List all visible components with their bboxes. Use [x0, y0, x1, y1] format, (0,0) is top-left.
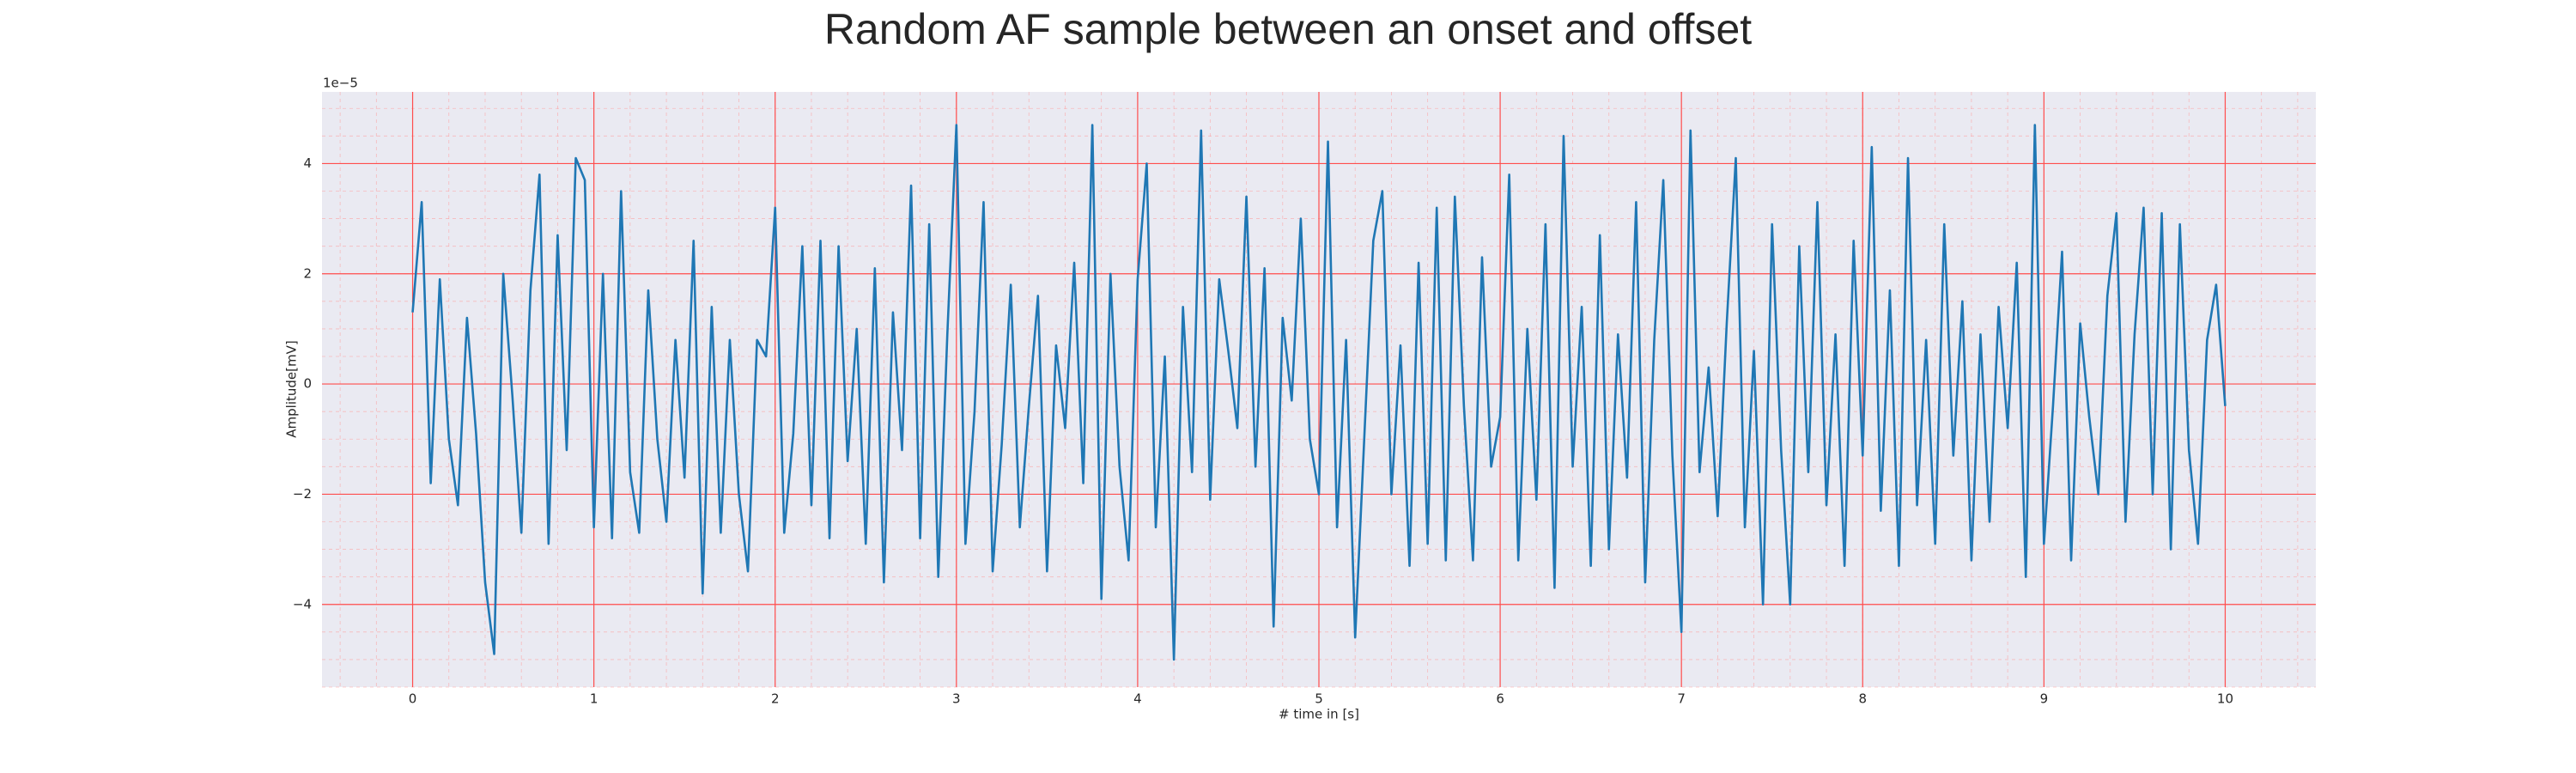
x-tick-label: 8: [1858, 691, 1867, 707]
line-series: [411, 124, 2227, 661]
x-tick-label: 1: [590, 691, 598, 707]
y-axis-label: Amplitude[mV]: [284, 340, 300, 437]
y-tick-label: −4: [293, 596, 312, 612]
x-axis-label: # time in [s]: [1279, 707, 1359, 722]
x-tick-label: 6: [1496, 691, 1504, 707]
x-tick-label: 9: [2040, 691, 2049, 707]
x-tick-label: 5: [1315, 691, 1323, 707]
x-tick-label: 4: [1133, 691, 1142, 707]
y-tick-label: −2: [293, 486, 312, 502]
x-tick-label: 10: [2217, 691, 2233, 707]
y-offset-label: 1e−5: [323, 76, 358, 91]
chart-title: Random AF sample between an onset and of…: [824, 5, 1752, 53]
x-tick-label: 2: [771, 691, 780, 707]
x-tick-label: 0: [409, 691, 417, 707]
x-tick-label: 7: [1677, 691, 1686, 707]
y-tick-label: 4: [303, 155, 312, 171]
y-tick-label: 0: [303, 376, 312, 392]
y-tick-label: 2: [303, 265, 312, 281]
x-tick-label: 3: [952, 691, 961, 707]
